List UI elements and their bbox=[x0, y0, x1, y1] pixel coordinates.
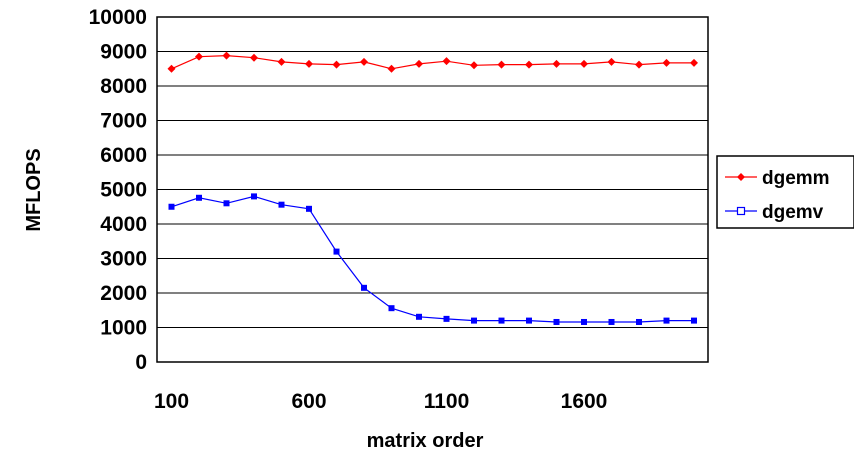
data-point bbox=[664, 318, 670, 324]
y-axis-title: MFLOPS bbox=[23, 148, 45, 231]
data-point bbox=[444, 316, 450, 322]
data-point bbox=[443, 57, 451, 65]
x-tick-label: 600 bbox=[291, 390, 326, 413]
data-point bbox=[608, 58, 616, 66]
series-line bbox=[172, 196, 695, 322]
data-point bbox=[581, 319, 587, 325]
x-axis-title: matrix order bbox=[367, 430, 484, 452]
data-point bbox=[525, 61, 533, 69]
data-point bbox=[360, 58, 368, 66]
legend-label: dgemm bbox=[762, 168, 830, 189]
data-point bbox=[553, 60, 561, 68]
y-tick-label: 10000 bbox=[89, 6, 147, 29]
y-tick-label: 5000 bbox=[100, 179, 147, 202]
data-point bbox=[635, 61, 643, 69]
data-point bbox=[305, 60, 313, 68]
x-tick-label: 1600 bbox=[561, 390, 608, 413]
data-point bbox=[690, 59, 698, 67]
data-point bbox=[278, 58, 286, 66]
data-point bbox=[168, 65, 176, 73]
y-tick-label: 9000 bbox=[100, 41, 147, 64]
data-point bbox=[195, 53, 203, 61]
data-point bbox=[251, 193, 257, 199]
y-tick-label: 4000 bbox=[100, 213, 147, 236]
series-dgemm bbox=[168, 52, 699, 73]
data-point bbox=[224, 200, 230, 206]
data-point bbox=[663, 59, 671, 67]
legend-label: dgemv bbox=[762, 202, 824, 223]
y-tick-label: 7000 bbox=[100, 110, 147, 133]
y-tick-label: 1000 bbox=[100, 317, 147, 340]
y-tick-label: 3000 bbox=[100, 248, 147, 271]
series-dgemv bbox=[169, 193, 698, 325]
x-tick-label: 100 bbox=[154, 390, 189, 413]
data-point bbox=[196, 195, 202, 201]
data-point bbox=[470, 61, 478, 69]
data-point bbox=[334, 249, 340, 255]
data-point bbox=[389, 305, 395, 311]
gridlines bbox=[157, 52, 708, 328]
data-point bbox=[471, 318, 477, 324]
legend: dgemm dgemv bbox=[717, 156, 854, 228]
data-point bbox=[250, 54, 258, 62]
y-tick-label: 0 bbox=[135, 351, 147, 374]
data-point bbox=[554, 319, 560, 325]
data-point bbox=[636, 319, 642, 325]
series-lines bbox=[168, 52, 699, 325]
y-tick-label: 2000 bbox=[100, 282, 147, 305]
y-tick-label: 6000 bbox=[100, 144, 147, 167]
data-point bbox=[169, 204, 175, 210]
series-line bbox=[172, 56, 695, 69]
y-tick-label: 8000 bbox=[100, 75, 147, 98]
data-point bbox=[526, 318, 532, 324]
data-point bbox=[580, 60, 588, 68]
data-point bbox=[416, 314, 422, 320]
data-point bbox=[691, 318, 697, 324]
data-point bbox=[333, 61, 341, 69]
data-point bbox=[306, 206, 312, 212]
data-point bbox=[361, 285, 367, 291]
data-point bbox=[388, 65, 396, 73]
legend-marker bbox=[738, 208, 745, 215]
data-point bbox=[498, 61, 506, 69]
data-point bbox=[415, 60, 423, 68]
data-point bbox=[609, 319, 615, 325]
data-point bbox=[223, 52, 231, 60]
x-tick-label: 1100 bbox=[424, 390, 470, 413]
data-point bbox=[499, 318, 505, 324]
data-point bbox=[279, 202, 285, 208]
